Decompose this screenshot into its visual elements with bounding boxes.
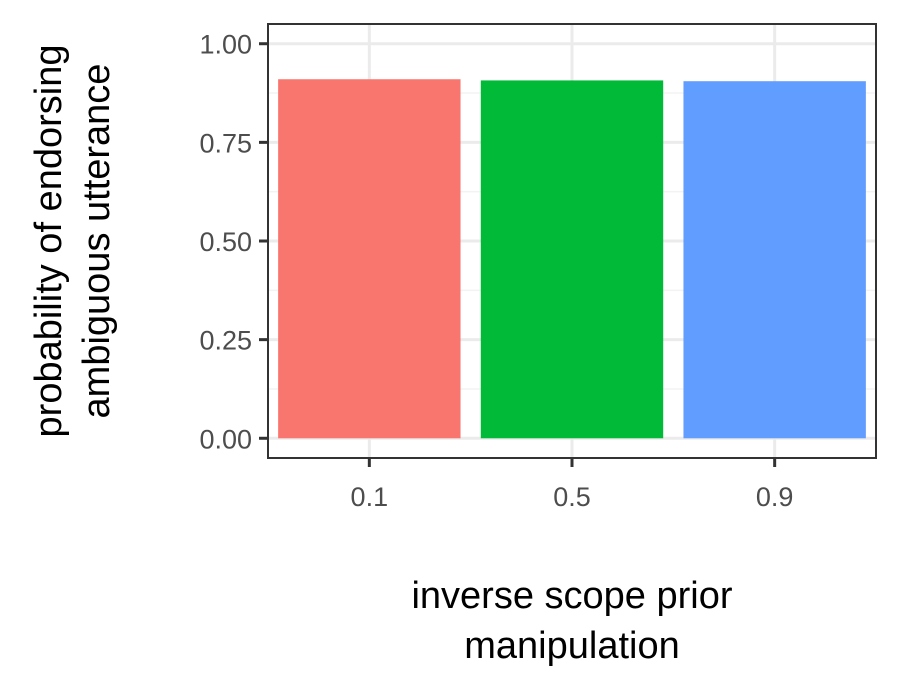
bar-0.1 bbox=[278, 79, 461, 439]
y-tick-label: 0.75 bbox=[199, 128, 252, 158]
y-axis-title-line-2: ambiguous utterance bbox=[76, 64, 118, 419]
bar-0.9 bbox=[683, 81, 866, 439]
x-axis-title-line-1: inverse scope prior bbox=[411, 575, 732, 617]
x-tick-label: 0.5 bbox=[553, 482, 591, 512]
y-axis-title: probability of endorsing ambiguous utter… bbox=[28, 45, 118, 438]
bars bbox=[278, 79, 866, 439]
y-tick-label: 0.25 bbox=[199, 326, 252, 356]
y-tick-label: 1.00 bbox=[199, 30, 252, 60]
y-axis-title-line-1: probability of endorsing bbox=[28, 45, 70, 438]
y-tick-label: 0.50 bbox=[199, 227, 252, 257]
x-tick-label: 0.9 bbox=[756, 482, 794, 512]
y-tick-label: 0.00 bbox=[199, 424, 252, 454]
x-axis: 0.1 0.5 0.9 bbox=[351, 458, 794, 512]
bar-0.5 bbox=[480, 80, 664, 439]
x-axis-title-line-2: manipulation bbox=[464, 625, 679, 667]
y-axis: 0.00 0.25 0.50 0.75 1.00 bbox=[199, 30, 268, 454]
x-tick-label: 0.1 bbox=[351, 482, 389, 512]
